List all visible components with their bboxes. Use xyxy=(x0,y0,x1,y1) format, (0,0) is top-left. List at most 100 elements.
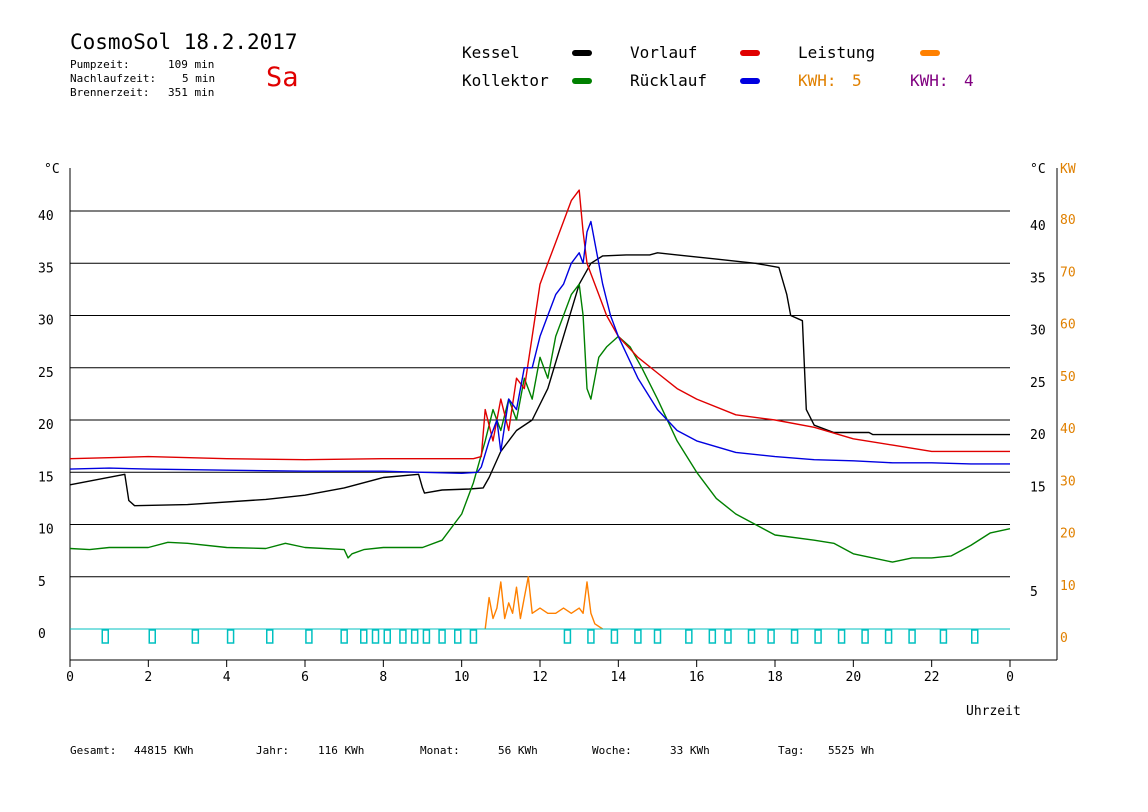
x-tick-12: 0 xyxy=(1006,670,1014,685)
series-line-leistung xyxy=(484,576,604,630)
pump-marker-4 xyxy=(266,629,274,644)
legend-kessel-label: Kessel xyxy=(462,43,520,62)
pump-marker-26 xyxy=(790,629,799,644)
pump-marker-3 xyxy=(226,629,235,644)
x-tick-9: 18 xyxy=(767,670,783,685)
pump-marker-17 xyxy=(587,629,595,644)
pump-marker-29 xyxy=(861,629,869,644)
x-axis-label: Uhrzeit xyxy=(966,704,1021,719)
y-tick-left-0: 0 xyxy=(38,627,46,642)
footer-tag-value: 5525 Wh xyxy=(828,744,875,757)
y-tick-right-temp-5: 5 xyxy=(1030,585,1038,600)
y-label-right-kw: KW xyxy=(1060,162,1076,177)
pump-marker-6 xyxy=(340,629,348,644)
legend-leistung-label: Leistung xyxy=(798,43,876,62)
pump-marker-10 xyxy=(399,629,407,644)
stat-brennerzeit-label: Brennerzeit: xyxy=(70,86,150,99)
y-tick-right-kw-10: 10 xyxy=(1060,579,1076,594)
pump-marker-20 xyxy=(653,629,662,644)
pump-marker-2 xyxy=(191,629,200,644)
x-tick-6: 12 xyxy=(532,670,548,685)
footer-woche-label: Woche: xyxy=(592,744,632,757)
y-tick-right-temp-25: 25 xyxy=(1030,376,1046,391)
pump-marker-5 xyxy=(305,629,313,644)
y-tick-left-30: 30 xyxy=(38,314,54,329)
x-tick-2: 4 xyxy=(223,670,231,685)
series-line-vorlauf xyxy=(69,189,1010,461)
x-tick-11: 22 xyxy=(924,670,940,685)
pump-marker-14 xyxy=(454,629,462,644)
footer-tag-label: Tag: xyxy=(778,744,805,757)
stat-pumpzeit-label: Pumpzeit: xyxy=(70,58,130,71)
footer-jahr-label: Jahr: xyxy=(256,744,290,757)
kwh-1-label: KWH: xyxy=(798,71,837,90)
y-label-right-temp: °C xyxy=(1030,162,1046,177)
series-line-kessel xyxy=(69,252,1010,507)
pump-marker-18 xyxy=(610,629,619,644)
legend-vorlauf-label: Vorlauf xyxy=(630,43,698,62)
legend-leistung-swatch xyxy=(920,50,940,56)
pump-marker-7 xyxy=(360,629,368,644)
x-tick-3: 6 xyxy=(301,670,309,685)
y-tick-left-15: 15 xyxy=(38,470,54,485)
footer-gesamt-value: 44815 KWh xyxy=(134,744,194,757)
pump-marker-25 xyxy=(767,629,775,644)
footer-jahr-value: 116 KWh xyxy=(318,744,365,757)
page-title: CosmoSol 18.2.2017 xyxy=(70,30,298,54)
pump-marker-19 xyxy=(634,629,642,644)
y-tick-right-temp-40: 40 xyxy=(1030,219,1046,234)
pump-marker-13 xyxy=(438,629,446,644)
pump-marker-16 xyxy=(563,629,572,644)
pump-marker-30 xyxy=(884,629,893,644)
y-tick-right-kw-80: 80 xyxy=(1060,213,1076,228)
pump-marker-23 xyxy=(724,629,732,644)
y-tick-left-10: 10 xyxy=(38,523,54,538)
legend-kollektor-label: Kollektor xyxy=(462,71,549,90)
y-tick-right-kw-20: 20 xyxy=(1060,527,1076,542)
stat-pumpzeit-value: 109 min xyxy=(168,58,215,71)
x-tick-10: 20 xyxy=(846,670,862,685)
series-line-r-cklauf xyxy=(69,220,1010,474)
pump-marker-1 xyxy=(148,629,156,644)
legend-kessel-swatch xyxy=(572,50,592,56)
x-tick-4: 8 xyxy=(379,670,387,685)
y-tick-left-5: 5 xyxy=(38,575,46,590)
stat-brennerzeit-value: 351 min xyxy=(168,86,215,99)
pump-marker-24 xyxy=(747,629,756,644)
pump-marker-9 xyxy=(383,629,391,644)
pump-marker-22 xyxy=(708,629,717,644)
x-tick-0: 0 xyxy=(66,670,74,685)
legend-ruecklauf-swatch xyxy=(740,78,760,84)
y-tick-left-20: 20 xyxy=(38,418,54,433)
footer-gesamt-label: Gesamt: xyxy=(70,744,117,757)
y-tick-right-temp-30: 30 xyxy=(1030,324,1046,339)
y-tick-right-kw-40: 40 xyxy=(1060,422,1076,437)
y-tick-right-temp-15: 15 xyxy=(1030,480,1046,495)
y-tick-right-kw-50: 50 xyxy=(1060,370,1076,385)
y-tick-right-kw-60: 60 xyxy=(1060,318,1076,333)
y-tick-right-temp-35: 35 xyxy=(1030,271,1046,286)
stat-nachlaufzeit-label: Nachlaufzeit: xyxy=(70,72,157,85)
y-tick-right-temp-20: 20 xyxy=(1030,428,1046,443)
y-tick-right-kw-70: 70 xyxy=(1060,265,1076,280)
series-line-kollektor xyxy=(69,283,1011,563)
legend-vorlauf-swatch xyxy=(740,50,760,56)
footer-monat-label: Monat: xyxy=(420,744,460,757)
y-tick-left-25: 25 xyxy=(38,366,54,381)
x-tick-5: 10 xyxy=(454,670,470,685)
footer-woche-value: 33 KWh xyxy=(670,744,710,757)
y-tick-right-kw-0: 0 xyxy=(1060,631,1068,646)
pump-marker-8 xyxy=(371,629,380,644)
x-tick-8: 16 xyxy=(689,670,705,685)
y-tick-left-35: 35 xyxy=(38,261,54,276)
y-tick-right-kw-30: 30 xyxy=(1060,474,1076,489)
footer-monat-value: 56 KWh xyxy=(498,744,538,757)
y-label-left: °C xyxy=(44,162,60,177)
y-tick-left-40: 40 xyxy=(38,209,54,224)
legend-ruecklauf-label: Rücklauf xyxy=(630,71,708,90)
stat-nachlaufzeit-value: 5 min xyxy=(182,72,216,85)
x-tick-1: 2 xyxy=(144,670,152,685)
kwh-1-value: 5 xyxy=(852,71,862,90)
pump-marker-28 xyxy=(837,629,846,644)
